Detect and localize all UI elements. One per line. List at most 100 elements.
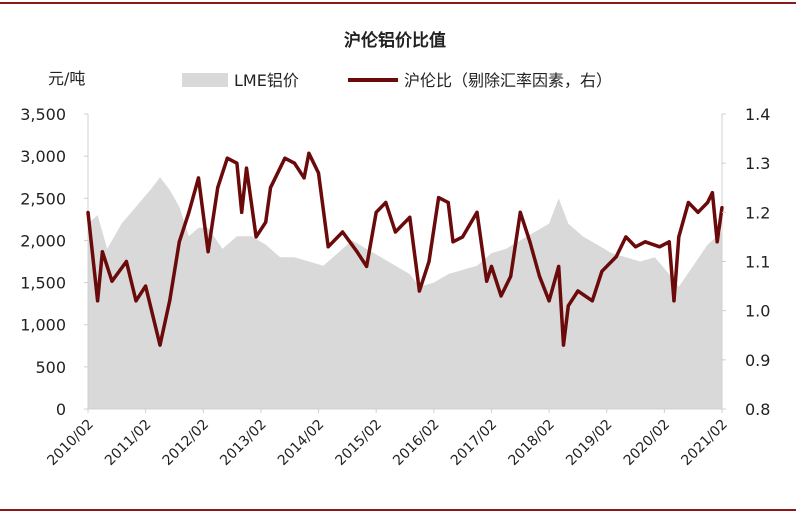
left-tick-label: 3,500: [20, 105, 66, 124]
ratio-point: [196, 176, 201, 180]
ratio-point: [643, 240, 647, 244]
ratio-point: [86, 210, 90, 214]
ratio-point: [600, 269, 604, 273]
ratio-point: [110, 279, 114, 283]
x-tick-label: 2017/02: [448, 417, 500, 469]
ratio-point: [124, 259, 129, 264]
x-tick-label: 2018/02: [505, 417, 557, 469]
legend-label-ratio: 沪伦比（剔除汇率因素，右）: [404, 71, 612, 90]
ratio-point: [557, 264, 561, 269]
left-tick-label: 2,500: [20, 189, 66, 208]
chart-title: 沪伦铝价比值: [344, 30, 446, 51]
ratio-point: [144, 284, 148, 288]
ratio-point: [710, 191, 714, 195]
ratio-point: [547, 299, 551, 303]
ratio-point: [705, 200, 710, 205]
ratio-point: [158, 343, 162, 347]
ratio-point: [537, 274, 542, 278]
ratio-point: [216, 186, 220, 190]
x-tick-label: 2021/02: [678, 417, 730, 469]
ratio-point: [518, 210, 522, 214]
ratio-point: [451, 240, 455, 244]
ratio-line: [86, 151, 724, 347]
right-tick-label: 0.9: [745, 351, 770, 370]
right-tick-label: 1.3: [745, 154, 770, 173]
ratio-point: [384, 200, 388, 205]
ratio-point: [268, 186, 273, 190]
ratio-point: [475, 210, 479, 214]
ratio-point: [446, 200, 450, 205]
right-tick-label: 0.8: [745, 400, 770, 419]
ratio-point: [427, 259, 431, 264]
top-rule: [0, 2, 796, 4]
ratio-point: [633, 245, 638, 249]
ratio-point: [437, 195, 441, 200]
left-tick-label: 3,000: [20, 147, 66, 166]
x-tick-label: 2013/02: [217, 417, 269, 469]
ratio-point: [292, 161, 297, 165]
ratio-point: [100, 250, 105, 254]
ratio-point: [677, 235, 681, 239]
ratio-point: [225, 156, 229, 160]
ratio-point: [244, 166, 249, 170]
x-tick-label: 2016/02: [390, 417, 442, 469]
x-tick-label: 2019/02: [563, 417, 615, 469]
ratio-point: [283, 156, 287, 160]
left-tick-label: 1,000: [20, 316, 66, 335]
ratio-point: [206, 250, 210, 254]
ratio-point: [667, 240, 671, 244]
left-tick-label: 500: [35, 358, 66, 377]
ratio-point: [720, 205, 724, 210]
ratio-point: [461, 235, 465, 239]
bottom-rule: [0, 509, 796, 511]
right-tick-label: 1.2: [745, 203, 770, 222]
ratio-point: [316, 171, 321, 175]
ratio-point: [302, 176, 306, 180]
ratio-point: [168, 299, 172, 303]
ratio-point: [509, 274, 513, 278]
ratio-point: [499, 294, 503, 298]
ratio-point: [696, 210, 700, 214]
x-tick-label: 2012/02: [160, 417, 212, 469]
left-tick-label: 2,000: [20, 231, 66, 250]
legend-swatch-lme: [182, 73, 228, 87]
ratio-point: [153, 323, 157, 328]
x-tick-label: 2015/02: [333, 417, 385, 469]
x-tick-label: 2020/02: [621, 417, 673, 469]
ratio-point: [264, 220, 268, 224]
ratio-point: [307, 151, 311, 155]
ratio-point: [393, 230, 397, 234]
right-tick-label: 1.0: [745, 302, 770, 321]
ratio-point: [254, 235, 258, 239]
left-axis-unit: 元/吨: [48, 69, 85, 88]
right-tick-label: 1.4: [745, 105, 770, 124]
ratio-point: [686, 200, 690, 205]
left-tick-label: 0: [56, 400, 66, 419]
right-tick-label: 1.1: [745, 253, 770, 272]
ratio-point: [624, 235, 628, 239]
x-tick-label: 2011/02: [102, 417, 154, 469]
legend-label-lme: LME铝价: [234, 71, 299, 90]
ratio-point: [417, 289, 422, 293]
lme-price-area: [88, 177, 722, 409]
ratio-point: [715, 240, 719, 244]
ratio-point: [364, 264, 369, 269]
ratio-point: [489, 264, 494, 269]
ratio-point: [576, 289, 580, 293]
ratio-point: [561, 343, 566, 347]
ratio-point: [485, 279, 489, 283]
ratio-point: [374, 210, 378, 214]
x-tick-label: 2014/02: [275, 417, 327, 469]
x-tick-label: 2010/02: [44, 417, 96, 469]
ratio-point: [408, 215, 412, 219]
ratio-point: [614, 254, 618, 259]
left-tick-label: 1,500: [20, 274, 66, 293]
ratio-point: [187, 210, 191, 214]
ratio-point: [96, 299, 100, 303]
ratio-point: [657, 245, 662, 249]
ratio-point: [235, 161, 239, 165]
ratio-point: [528, 240, 532, 244]
ratio-point: [566, 304, 570, 308]
ratio-point: [590, 299, 594, 303]
